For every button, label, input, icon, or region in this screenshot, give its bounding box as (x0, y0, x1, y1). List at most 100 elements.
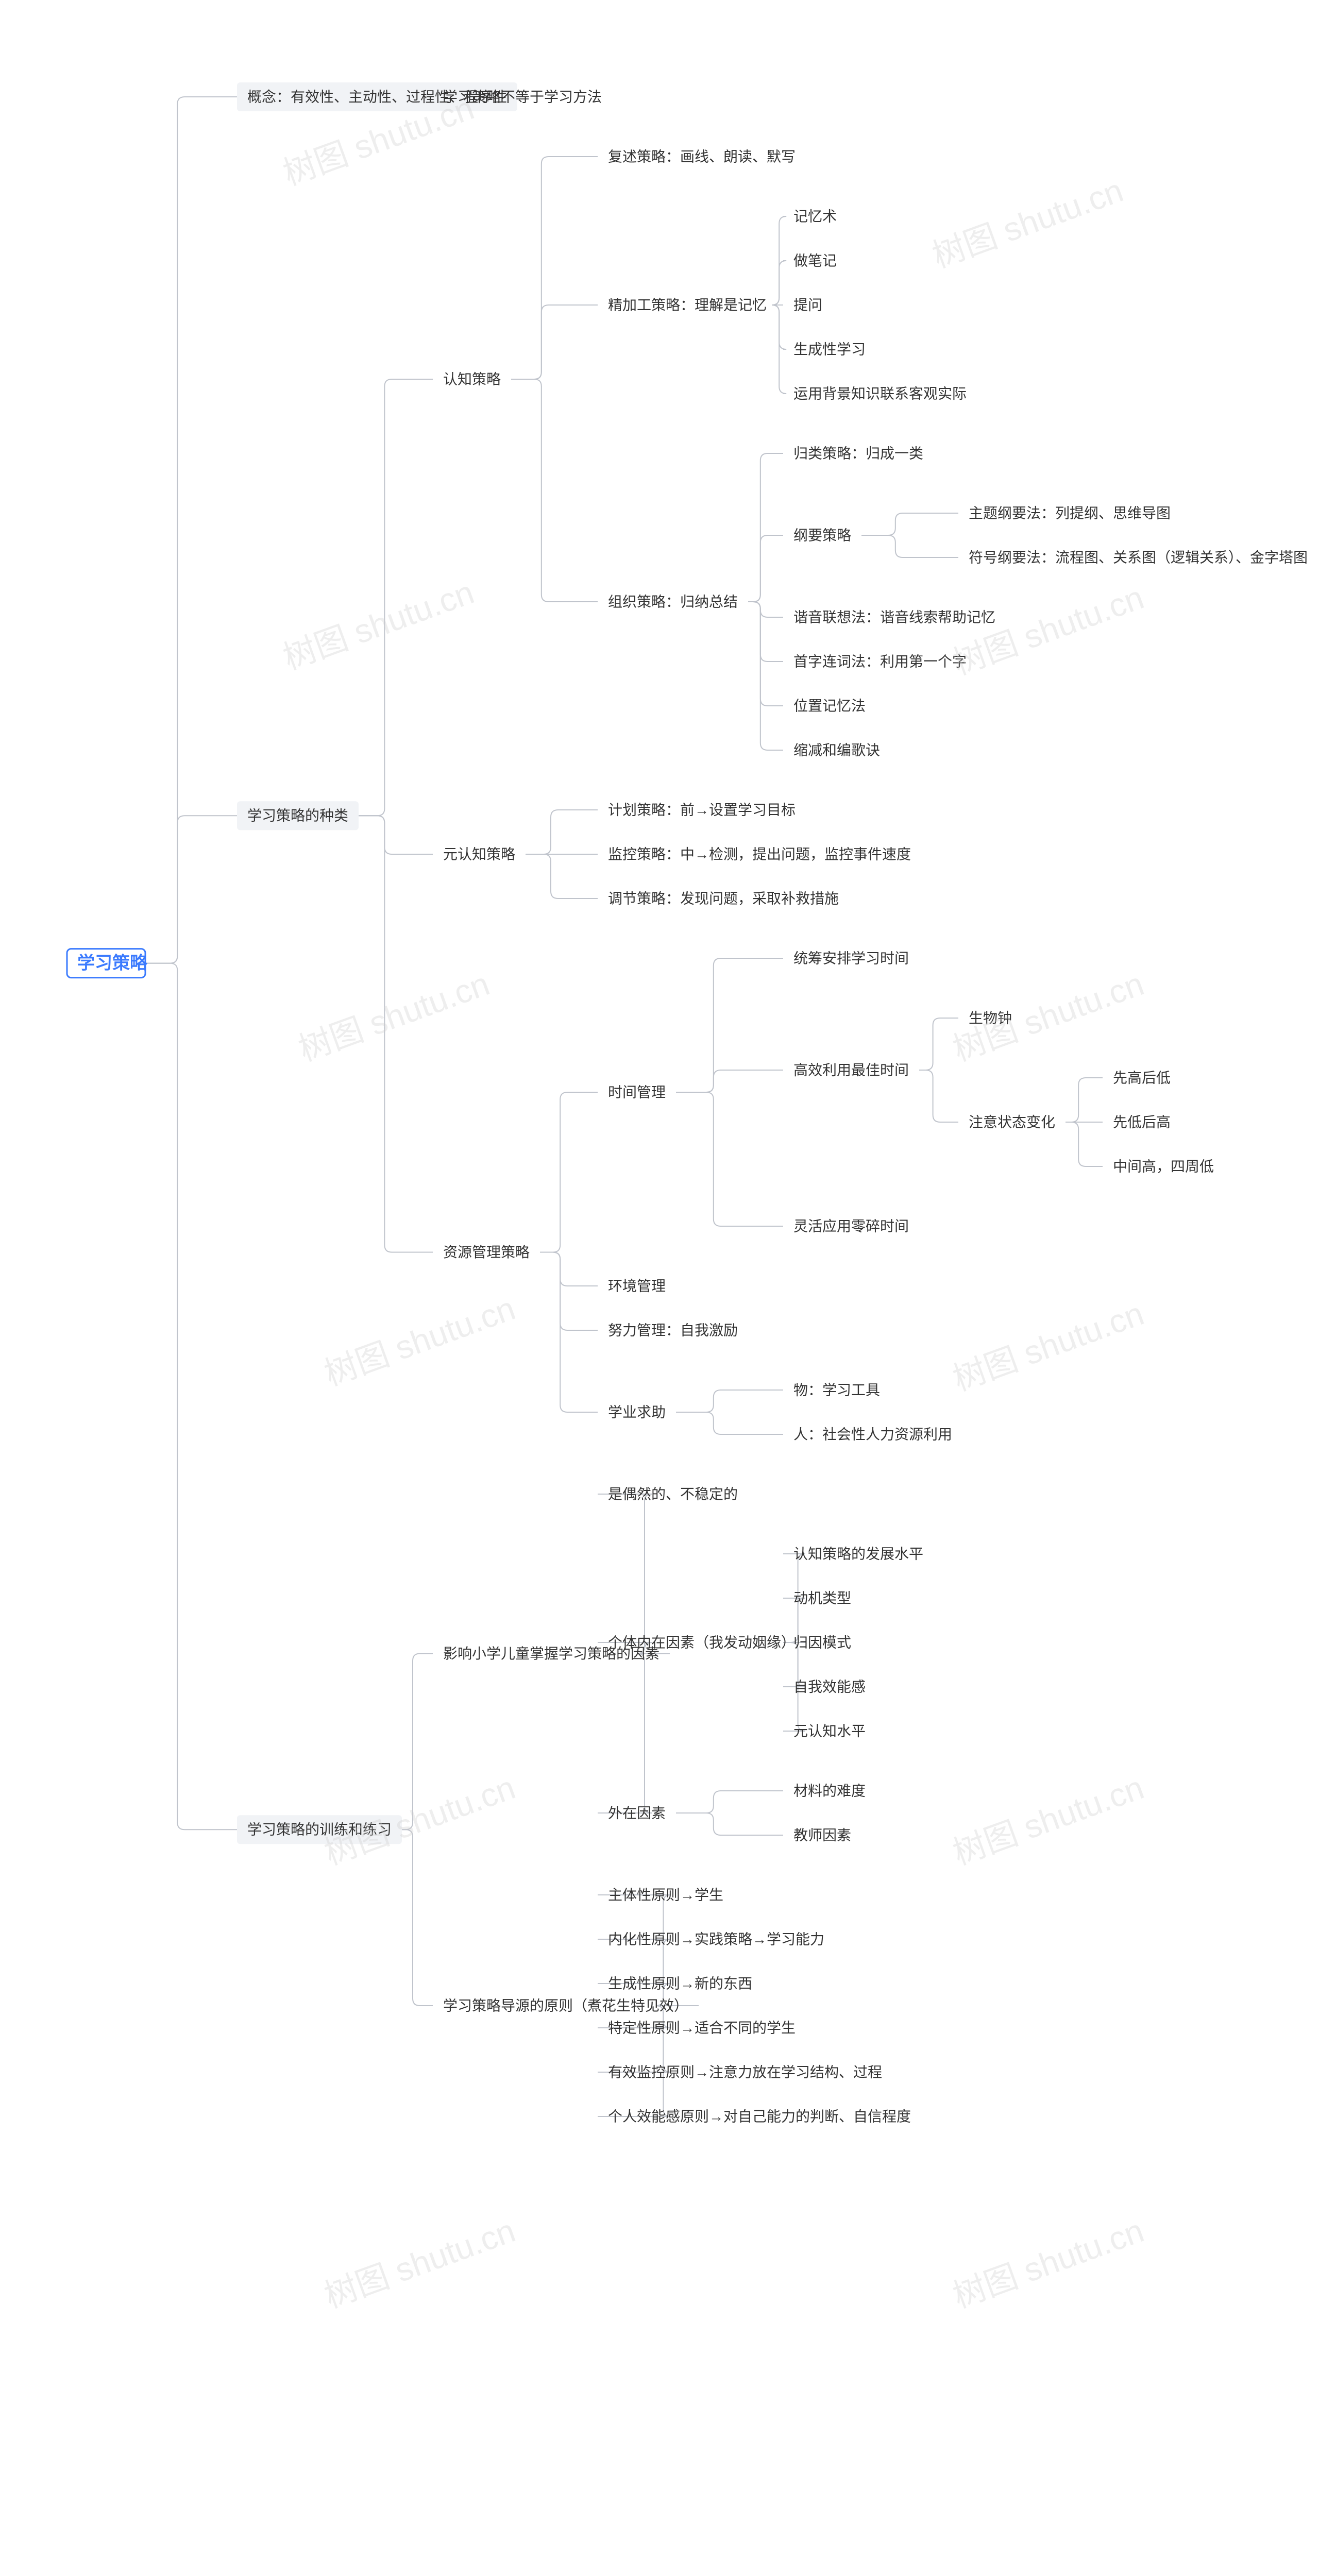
leaf-node[interactable]: 首字连词法：利用第一个字 (793, 653, 967, 669)
root-node[interactable]: 学习策略 (67, 949, 148, 978)
node-label: 元认知策略 (443, 846, 515, 862)
leaf-node[interactable]: 生成性原则→新的东西 (608, 1975, 752, 1991)
leaf-node[interactable]: 人：社会性人力资源利用 (793, 1426, 952, 1442)
node-label: 记忆术 (793, 208, 837, 224)
connector (748, 602, 783, 617)
branch-node[interactable]: 组织策略：归纳总结 (608, 594, 738, 609)
branch-node[interactable]: 外在因素 (608, 1805, 666, 1821)
node-label: 生成性原则→新的东西 (608, 1975, 752, 1991)
connector (598, 1494, 670, 1654)
watermark-text: 树图 shutu.cn (319, 1290, 520, 1393)
branch-node[interactable]: 注意状态变化 (969, 1114, 1055, 1130)
watermark-text: 树图 shutu.cn (319, 2212, 520, 2315)
leaf-node[interactable]: 自我效能感 (793, 1679, 866, 1694)
branch-node[interactable]: 高效利用最佳时间 (793, 1062, 909, 1078)
watermark-text: 树图 shutu.cn (948, 2212, 1148, 2315)
branch-node[interactable]: 学习策略的种类 (237, 801, 359, 830)
branch-node[interactable]: 精加工策略：理解是记忆 (608, 297, 767, 313)
connector (598, 1654, 670, 1814)
branch-node[interactable]: 资源管理策略 (443, 1244, 530, 1260)
node-label: 做笔记 (793, 252, 837, 268)
leaf-node[interactable]: 归因模式 (793, 1634, 851, 1650)
leaf-node[interactable]: 提问 (793, 297, 822, 313)
connector (511, 379, 598, 602)
node-label: 材料的难度 (793, 1783, 866, 1799)
watermark-text: 树图 shutu.cn (948, 1295, 1148, 1398)
leaf-node[interactable]: 中间高，四周低 (1113, 1158, 1214, 1174)
leaf-node[interactable]: 谐音联想法：谐音线索帮助记忆 (793, 609, 995, 625)
leaf-node[interactable]: 监控策略：中→检测，提出问题，监控事件速度 (608, 846, 911, 862)
leaf-node[interactable]: 生成性学习 (793, 341, 866, 357)
leaf-node[interactable]: 缩减和编歌诀 (793, 742, 880, 758)
node-label: 资源管理策略 (443, 1244, 530, 1260)
branch-node[interactable]: 时间管理 (608, 1084, 666, 1100)
connector (676, 1791, 783, 1813)
leaf-node[interactable]: 做笔记 (793, 252, 837, 268)
node-label: 先高后低 (1113, 1070, 1171, 1086)
node-label: 主题纲要法：列提纲、思维导图 (969, 505, 1171, 521)
node-label: 缩减和编歌诀 (793, 742, 880, 758)
connector (540, 1252, 598, 1286)
leaf-node[interactable]: 归类策略：归成一类 (793, 445, 923, 461)
leaf-node[interactable]: 先低后高 (1113, 1114, 1171, 1130)
leaf-node[interactable]: 有效监控原则→注意力放在学习结构、过程 (608, 2064, 882, 2080)
leaf-node[interactable]: 符号纲要法：流程图、关系图（逻辑关系）、金字塔图 (969, 549, 1308, 565)
leaf-node[interactable]: 认知策略的发展水平 (793, 1546, 923, 1562)
branch-node[interactable]: 元认知策略 (443, 846, 515, 862)
leaf-node[interactable]: 动机类型 (793, 1590, 851, 1606)
leaf-node[interactable]: 个人效能感原则→对自己能力的判断、自信程度 (608, 2108, 911, 2124)
leaf-node[interactable]: 物：学习工具 (793, 1382, 880, 1398)
node-label: 运用背景知识联系客观实际 (793, 385, 967, 401)
connector (676, 1070, 783, 1092)
node-label: 计划策略：前→设置学习目标 (608, 802, 796, 818)
leaf-node[interactable]: 位置记忆法 (793, 698, 866, 714)
branch-node[interactable]: 学业求助 (608, 1404, 666, 1420)
connector (511, 305, 598, 379)
leaf-node[interactable]: 主题纲要法：列提纲、思维导图 (969, 505, 1171, 521)
leaf-node[interactable]: 统筹安排学习时间 (793, 950, 909, 966)
node-label: 主体性原则→学生 (608, 1887, 723, 1903)
connector (676, 958, 783, 1092)
leaf-node[interactable]: 元认知水平 (793, 1723, 866, 1739)
node-label: 是偶然的、不稳定的 (608, 1486, 738, 1502)
branch-node[interactable]: 认知策略 (443, 371, 501, 387)
leaf-node[interactable]: 灵活应用零碎时间 (793, 1218, 909, 1234)
leaf-node[interactable]: 复述策略：画线、朗读、默写 (608, 148, 796, 164)
node-label: 人：社会性人力资源利用 (793, 1426, 952, 1442)
node-label: 高效利用最佳时间 (793, 1062, 909, 1078)
leaf-node[interactable]: 调节策略：发现问题，采取补救措施 (608, 890, 839, 906)
leaf-node[interactable]: 记忆术 (793, 208, 837, 224)
branch-node[interactable]: 学习策略导源的原则（煮花生特见效） (443, 1997, 688, 2013)
leaf-node[interactable]: 先高后低 (1113, 1070, 1171, 1086)
leaf-node[interactable]: 计划策略：前→设置学习目标 (608, 802, 796, 818)
node-label: 环境管理 (608, 1278, 666, 1294)
node-label: 动机类型 (793, 1590, 851, 1606)
node-label: 外在因素 (608, 1805, 666, 1821)
node-label: 学习策略 (77, 953, 148, 973)
leaf-node[interactable]: 内化性原则→实践策略→学习能力 (608, 1931, 824, 1947)
connector (598, 1939, 699, 2006)
branch-node[interactable]: 纲要策略 (793, 527, 851, 543)
leaf-node[interactable]: 是偶然的、不稳定的 (608, 1486, 738, 1502)
connector (145, 816, 237, 963)
node-label: 时间管理 (608, 1084, 666, 1100)
leaf-node[interactable]: 运用背景知识联系客观实际 (793, 385, 967, 401)
connector (540, 1252, 598, 1331)
branch-node[interactable]: 个体内在因素（我发动姻缘） (608, 1634, 796, 1650)
connector (676, 1412, 783, 1434)
leaf-node[interactable]: 教师因素 (793, 1827, 851, 1843)
node-label: 物：学习工具 (793, 1382, 880, 1398)
node-label: 位置记忆法 (793, 698, 866, 714)
node-label: 生成性学习 (793, 341, 866, 357)
leaf-node[interactable]: 主体性原则→学生 (608, 1887, 723, 1903)
connector (861, 513, 958, 535)
connector (540, 1252, 598, 1413)
leaf-node[interactable]: 材料的难度 (793, 1783, 866, 1799)
leaf-node[interactable]: 努力管理：自我激励 (608, 1322, 738, 1338)
leaf-node[interactable]: 环境管理 (608, 1278, 666, 1294)
node-label: 归类策略：归成一类 (793, 445, 923, 461)
connector (919, 1070, 958, 1122)
node-label: 特定性原则→适合不同的学生 (608, 2020, 796, 2036)
connector (676, 1390, 783, 1412)
leaf-node[interactable]: 特定性原则→适合不同的学生 (608, 2020, 796, 2036)
